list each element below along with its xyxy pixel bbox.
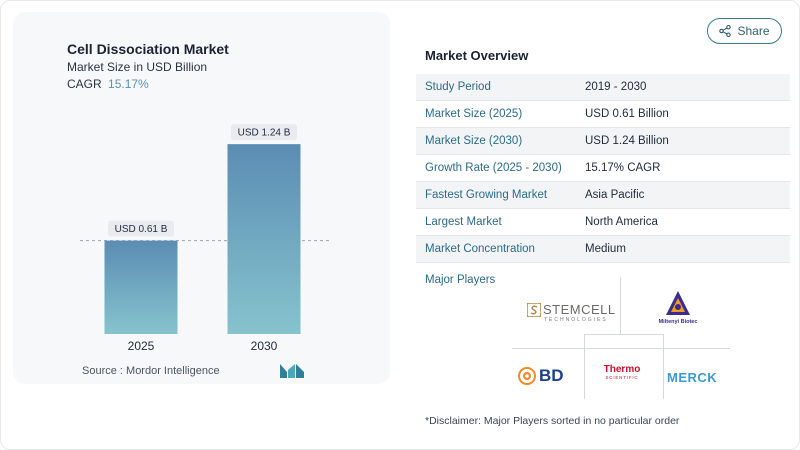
bar-2030 bbox=[227, 144, 301, 334]
cagr-label: CAGR bbox=[67, 77, 102, 91]
category-label: 2030 bbox=[251, 339, 278, 353]
share-icon bbox=[719, 25, 732, 37]
chart-subtitle: Market Size in USD Billion bbox=[67, 60, 208, 74]
stemcell-mark-icon bbox=[527, 302, 541, 317]
thermo-name: Thermo bbox=[603, 364, 641, 375]
overview-key: Market Concentration bbox=[425, 243, 535, 255]
miltenyi-mark-icon bbox=[666, 291, 690, 315]
overview-row: Growth Rate (2025 - 2030) 15.17% CAGR bbox=[416, 155, 790, 182]
overview-title: Market Overview bbox=[425, 48, 529, 63]
overview-row: Fastest Growing Market Asia Pacific bbox=[416, 182, 790, 209]
category-label: 2025 bbox=[128, 339, 155, 353]
mordor-logo-icon bbox=[280, 364, 304, 378]
miltenyi-name: Miltenyi Biotec bbox=[658, 319, 698, 325]
overview-row: Study Period 2019 - 2030 bbox=[416, 74, 790, 101]
players-divider bbox=[663, 334, 664, 399]
chart-title: Cell Dissociation Market bbox=[67, 41, 229, 57]
chart-source: Source : Mordor Intelligence bbox=[82, 365, 220, 377]
merck-logo: MERCK bbox=[667, 369, 717, 387]
overview-row: Market Concentration Medium bbox=[416, 236, 790, 263]
overview-key: Study Period bbox=[425, 81, 491, 93]
cagr-value: 15.17% bbox=[108, 77, 149, 91]
bar-chart: USD 0.61 B 2025 USD 1.24 B 2030 bbox=[80, 124, 330, 353]
source-label: Source : bbox=[82, 365, 123, 377]
bar-2025 bbox=[104, 240, 178, 334]
stemcell-sub: TECHNOLOGIES bbox=[544, 317, 608, 323]
bd-mark-icon bbox=[518, 367, 536, 385]
value-label-bg bbox=[231, 124, 297, 141]
bd-logo: BD bbox=[518, 366, 564, 386]
overview-value: 15.17% CAGR bbox=[585, 162, 661, 174]
overview-row: Market Size (2030) USD 1.24 Billion bbox=[416, 128, 790, 155]
overview-row: Largest Market North America bbox=[416, 209, 790, 236]
overview-key: Fastest Growing Market bbox=[425, 189, 548, 201]
disclaimer: *Disclaimer: Major Players sorted in no … bbox=[425, 415, 680, 427]
overview-value: Medium bbox=[585, 243, 626, 255]
overview-key: Market Size (2025) bbox=[425, 108, 523, 120]
share-button[interactable]: Share bbox=[707, 18, 782, 44]
miltenyi-logo: Miltenyi Biotec bbox=[648, 290, 708, 325]
value-label: USD 1.24 B bbox=[238, 128, 291, 139]
value-label: USD 0.61 B bbox=[115, 224, 168, 235]
merck-name: MERCK bbox=[667, 370, 718, 385]
overview-value: USD 1.24 Billion bbox=[585, 135, 669, 147]
overview-value: Asia Pacific bbox=[585, 189, 645, 201]
overview-table: Study Period 2019 - 2030 Market Size (20… bbox=[416, 74, 790, 263]
players-title: Major Players bbox=[425, 274, 496, 286]
overview-value: North America bbox=[585, 216, 658, 228]
overview-value: 2019 - 2030 bbox=[585, 81, 647, 93]
players-divider bbox=[620, 277, 621, 334]
chart-card bbox=[13, 12, 390, 384]
stemcell-name: STEMCELL bbox=[543, 302, 616, 317]
value-label-bg bbox=[108, 220, 174, 237]
players-divider bbox=[512, 348, 730, 349]
overview-value: USD 0.61 Billion bbox=[585, 108, 669, 120]
source-name: Mordor Intelligence bbox=[126, 365, 220, 377]
share-label: Share bbox=[737, 24, 770, 38]
players-divider bbox=[584, 334, 585, 399]
chart-cagr: CAGR 15.17% bbox=[67, 77, 149, 91]
thermo-sub: SCIENTIFIC bbox=[605, 375, 639, 380]
thermo-logo: Thermo SCIENTIFIC bbox=[600, 364, 644, 380]
overview-key: Largest Market bbox=[425, 216, 502, 228]
bd-name: BD bbox=[539, 366, 564, 385]
overview-key: Market Size (2030) bbox=[425, 135, 523, 147]
stemcell-logo: STEMCELL TECHNOLOGIES bbox=[527, 302, 616, 323]
overview-key: Growth Rate (2025 - 2030) bbox=[425, 162, 562, 174]
overview-row: Market Size (2025) USD 0.61 Billion bbox=[416, 101, 790, 128]
players-divider bbox=[584, 334, 664, 335]
